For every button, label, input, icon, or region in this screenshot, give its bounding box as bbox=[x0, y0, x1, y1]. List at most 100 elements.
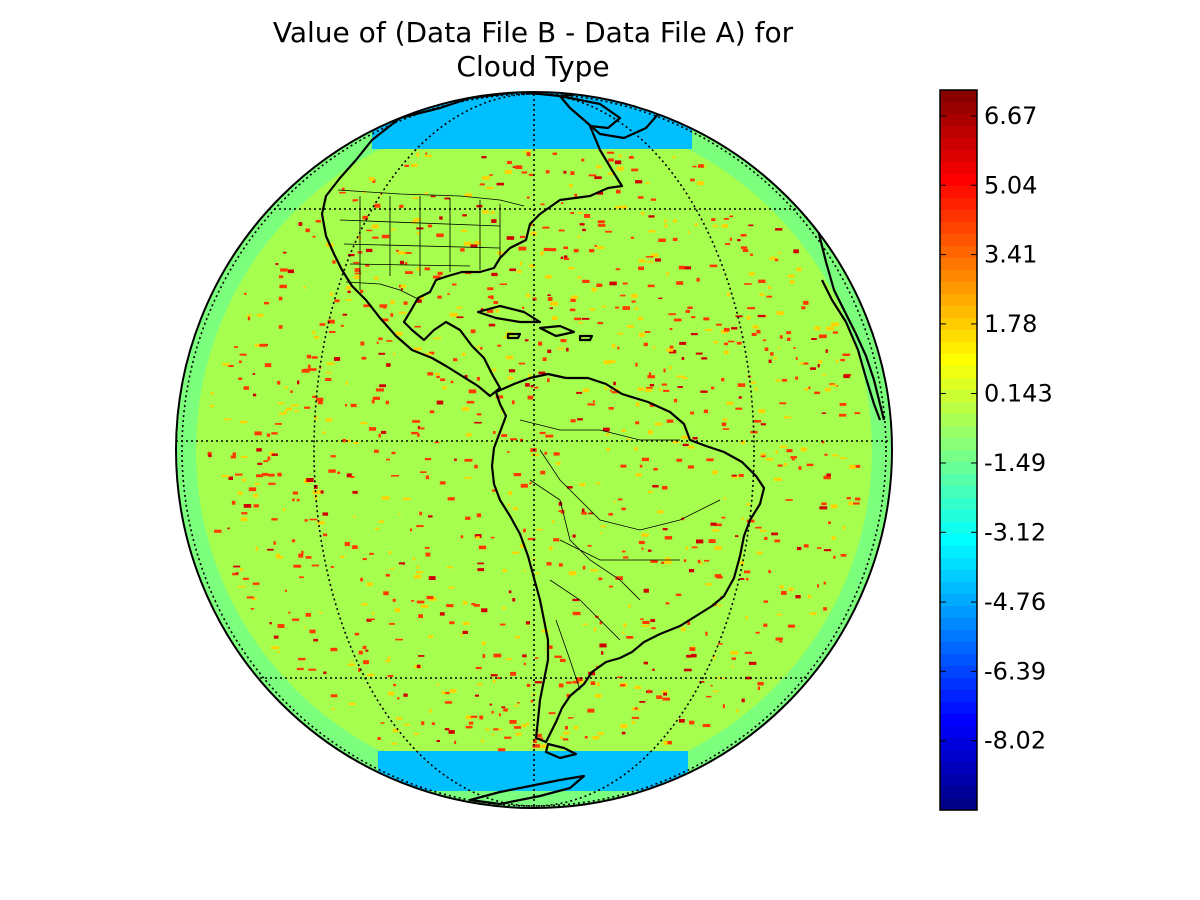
speckle bbox=[821, 502, 827, 506]
speckle bbox=[518, 362, 526, 365]
speckle bbox=[760, 423, 766, 426]
speckle bbox=[631, 707, 635, 711]
speckle bbox=[279, 284, 287, 289]
speckle bbox=[564, 725, 568, 730]
speckle bbox=[596, 283, 603, 287]
speckle bbox=[631, 716, 639, 719]
colorbar-frame bbox=[939, 89, 978, 811]
speckle bbox=[781, 379, 788, 382]
speckle bbox=[589, 249, 595, 253]
speckle bbox=[663, 691, 667, 696]
speckle bbox=[283, 251, 287, 254]
speckle bbox=[243, 504, 252, 508]
speckle bbox=[668, 313, 676, 316]
speckle bbox=[447, 497, 455, 501]
colorbar-step bbox=[940, 198, 977, 211]
speckle bbox=[824, 453, 828, 456]
speckle bbox=[793, 249, 799, 254]
speckle bbox=[597, 191, 604, 195]
speckle bbox=[721, 516, 726, 519]
speckle bbox=[418, 614, 423, 618]
speckle bbox=[676, 458, 683, 462]
speckle bbox=[369, 552, 374, 555]
speckle bbox=[743, 570, 751, 574]
speckle bbox=[372, 396, 380, 400]
speckle bbox=[277, 402, 285, 405]
speckle bbox=[427, 372, 434, 376]
speckle bbox=[478, 545, 487, 550]
speckle bbox=[256, 448, 262, 452]
speckle bbox=[570, 212, 575, 214]
speckle bbox=[795, 376, 798, 380]
speckle bbox=[692, 165, 697, 168]
speckle bbox=[843, 526, 846, 530]
speckle bbox=[669, 328, 673, 331]
colorbar-step bbox=[940, 426, 977, 439]
speckle bbox=[490, 536, 495, 539]
speckle bbox=[267, 456, 271, 461]
speckle bbox=[330, 292, 333, 296]
speckle bbox=[650, 198, 656, 201]
speckle bbox=[745, 676, 752, 680]
speckle bbox=[231, 500, 236, 505]
speckle bbox=[757, 314, 766, 318]
colorbar-step bbox=[940, 450, 977, 463]
colorbar-tick-label: -4.76 bbox=[984, 588, 1046, 616]
speckle bbox=[620, 684, 626, 687]
speckle bbox=[381, 234, 390, 239]
speckle bbox=[755, 387, 758, 391]
speckle bbox=[465, 725, 473, 729]
speckle bbox=[553, 538, 560, 542]
colorbar-step bbox=[940, 534, 977, 547]
colorbar-step bbox=[940, 798, 977, 811]
speckle bbox=[545, 434, 554, 438]
speckle bbox=[390, 567, 395, 570]
speckle bbox=[777, 464, 783, 467]
speckle bbox=[843, 374, 850, 379]
speckle bbox=[723, 342, 728, 346]
speckle bbox=[419, 511, 422, 516]
speckle bbox=[748, 224, 754, 227]
speckle bbox=[404, 164, 409, 167]
speckle bbox=[715, 523, 722, 527]
speckle bbox=[360, 577, 363, 582]
speckle bbox=[352, 199, 356, 202]
speckle bbox=[755, 526, 762, 529]
speckle bbox=[252, 582, 260, 585]
speckle bbox=[691, 653, 697, 658]
speckle bbox=[582, 228, 586, 232]
speckle bbox=[657, 510, 664, 514]
speckle bbox=[662, 528, 668, 531]
speckle bbox=[391, 475, 399, 477]
speckle bbox=[577, 211, 583, 214]
speckle bbox=[378, 337, 383, 341]
speckle bbox=[360, 341, 365, 346]
speckle bbox=[722, 418, 728, 421]
speckle bbox=[542, 357, 547, 361]
speckle bbox=[592, 400, 595, 403]
colorbar-step bbox=[940, 234, 977, 247]
speckle bbox=[439, 481, 446, 485]
speckle bbox=[477, 568, 485, 572]
speckle bbox=[578, 681, 586, 683]
speckle bbox=[481, 156, 487, 159]
speckle bbox=[482, 210, 489, 214]
speckle bbox=[345, 381, 348, 385]
speckle bbox=[649, 384, 655, 387]
speckle bbox=[577, 235, 581, 238]
speckle bbox=[228, 365, 234, 367]
speckle bbox=[509, 268, 517, 272]
speckle bbox=[768, 570, 771, 574]
speckle bbox=[611, 391, 619, 394]
speckle bbox=[462, 630, 468, 634]
colorbar-step bbox=[940, 114, 977, 127]
speckle bbox=[309, 368, 317, 371]
speckle bbox=[590, 681, 596, 685]
colorbar-step bbox=[940, 786, 977, 799]
colorbar-tick-label: 5.04 bbox=[984, 171, 1037, 199]
speckle bbox=[640, 618, 644, 620]
speckle bbox=[756, 329, 761, 334]
speckle bbox=[698, 164, 704, 168]
speckle bbox=[702, 724, 711, 728]
speckle bbox=[239, 360, 242, 364]
